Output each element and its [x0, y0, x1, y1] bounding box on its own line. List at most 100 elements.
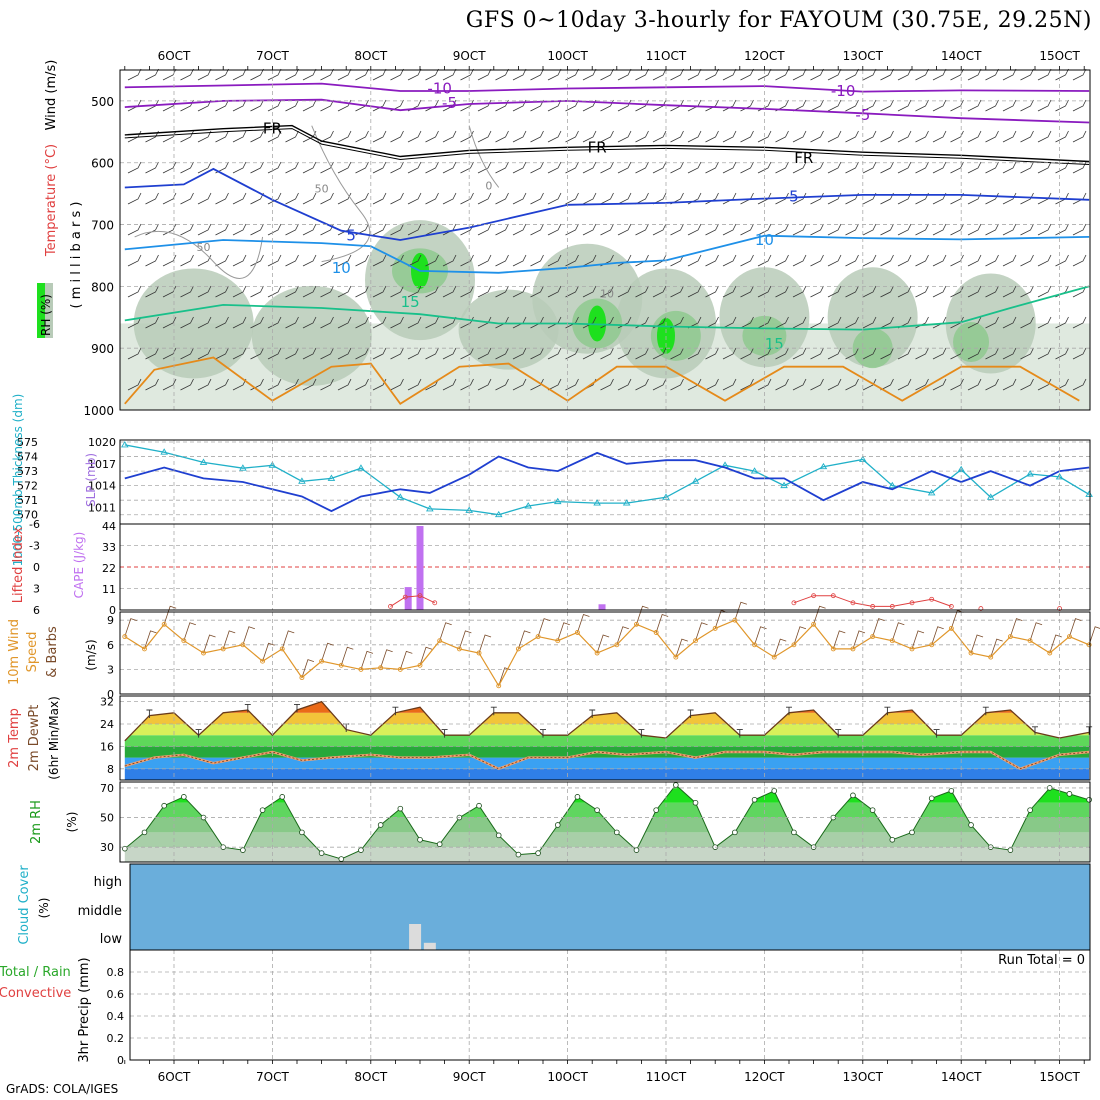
wind-barb [967, 285, 982, 298]
cape-tick-label: 22 [102, 562, 116, 575]
wind-barb [915, 161, 929, 174]
wind-barb [705, 316, 719, 329]
rh-point [1086, 796, 1092, 803]
rh-point [1066, 791, 1073, 797]
wind-barb [477, 347, 492, 360]
wind-barb [162, 99, 177, 112]
wind-speed-point [929, 642, 935, 648]
wind-barb [985, 192, 999, 205]
wind-barb [355, 161, 369, 174]
wind-barb [635, 99, 649, 112]
wind-barb [565, 130, 579, 143]
temp-tick-label: 24 [100, 718, 114, 731]
wind-barb-10m [262, 642, 275, 662]
rh-contour [468, 125, 500, 188]
wind-barb [145, 192, 159, 205]
wind-barb [425, 192, 439, 205]
wind-barb [285, 161, 299, 174]
wind-barb [232, 254, 247, 267]
wind-speed-point [1066, 634, 1072, 640]
wind-barb [425, 161, 439, 174]
wind-speed-point [771, 654, 777, 660]
wind-barb [1037, 254, 1052, 267]
rh-point [928, 795, 935, 802]
li-point [388, 604, 393, 609]
rh-axis-label-part: RH (%) [39, 294, 53, 336]
wind-barb [320, 285, 334, 298]
wind-barb [1020, 347, 1034, 360]
wind-barb [932, 68, 947, 81]
wind-barb [1072, 254, 1087, 267]
rh-point [594, 807, 600, 813]
rh-shade [458, 289, 559, 370]
wind-barb [827, 223, 842, 236]
temp-minmax-bar [982, 706, 989, 716]
wind-barb [477, 161, 492, 174]
wind-barb [932, 254, 947, 267]
wind-barb [985, 285, 999, 298]
wind-barb [372, 161, 387, 174]
wind-barb [477, 192, 492, 205]
wind-barb [442, 378, 457, 391]
wind-barb [197, 347, 212, 360]
wind-barb [1055, 223, 1069, 236]
wind-barb [180, 347, 194, 360]
wind-barb [267, 130, 282, 143]
low-cloud-bar [423, 942, 436, 950]
x-tick-label-bottom: 6OCT [158, 1070, 191, 1084]
wind-barb [827, 378, 842, 391]
wind-barb [880, 316, 894, 329]
wind-barb [390, 223, 404, 236]
wind-barb [320, 347, 334, 360]
wind-barb [705, 68, 719, 81]
wind-barb [652, 347, 667, 360]
li-line [390, 595, 436, 607]
y-tick-label: 700 [91, 219, 114, 233]
rh-shade [953, 322, 990, 362]
thickness-point [622, 499, 631, 506]
wind-barb [267, 347, 282, 360]
wind-barb-10m [163, 605, 177, 625]
wind-barb [600, 285, 614, 298]
wind-barb [180, 316, 194, 329]
wind-speed-point [614, 642, 620, 648]
wind-barb [880, 223, 894, 236]
wind-barb [897, 68, 912, 81]
wind-barb-10m [478, 634, 492, 654]
x-tick-label-bottom: 12OCT [744, 1070, 785, 1084]
rh-point [318, 850, 325, 856]
wind-barb [670, 130, 684, 143]
temp-tick-label: 16 [100, 740, 114, 753]
wind-barb [1072, 347, 1087, 360]
wind-barb [1055, 347, 1069, 360]
wind-barb [425, 99, 439, 112]
wind-barb [635, 161, 649, 174]
wind-barb [1020, 378, 1034, 391]
wind-barb [652, 68, 667, 81]
wind-barb [985, 130, 999, 143]
wind-barb [792, 68, 807, 81]
thickness-point [750, 467, 759, 474]
wind-barb [442, 161, 457, 174]
wind-barb [705, 378, 719, 391]
li-point [850, 600, 856, 606]
wind-barb [302, 347, 317, 360]
wind-barb [372, 316, 387, 329]
x-tick-label-top: 15OCT [1039, 49, 1080, 63]
wind-barb [950, 130, 964, 143]
rh2m-unit: (%) [65, 812, 79, 833]
wind-speed-point [830, 646, 836, 652]
wind10-label: 10m Wind [7, 619, 22, 685]
wind-barb-10m [577, 613, 590, 633]
li-tick-label: 0 [33, 561, 40, 574]
wind-barb [530, 130, 544, 143]
wind-barb [127, 130, 142, 143]
minmax-label: (6hr Min/Max) [47, 696, 61, 780]
wind-barb [477, 285, 492, 298]
contour-label: -5 [442, 94, 457, 112]
cape-axis-label-part: CAPE (J/kg) [72, 532, 86, 599]
wind-barb [617, 161, 632, 174]
wind-barb [950, 254, 964, 267]
wind-speed-point [909, 646, 915, 652]
